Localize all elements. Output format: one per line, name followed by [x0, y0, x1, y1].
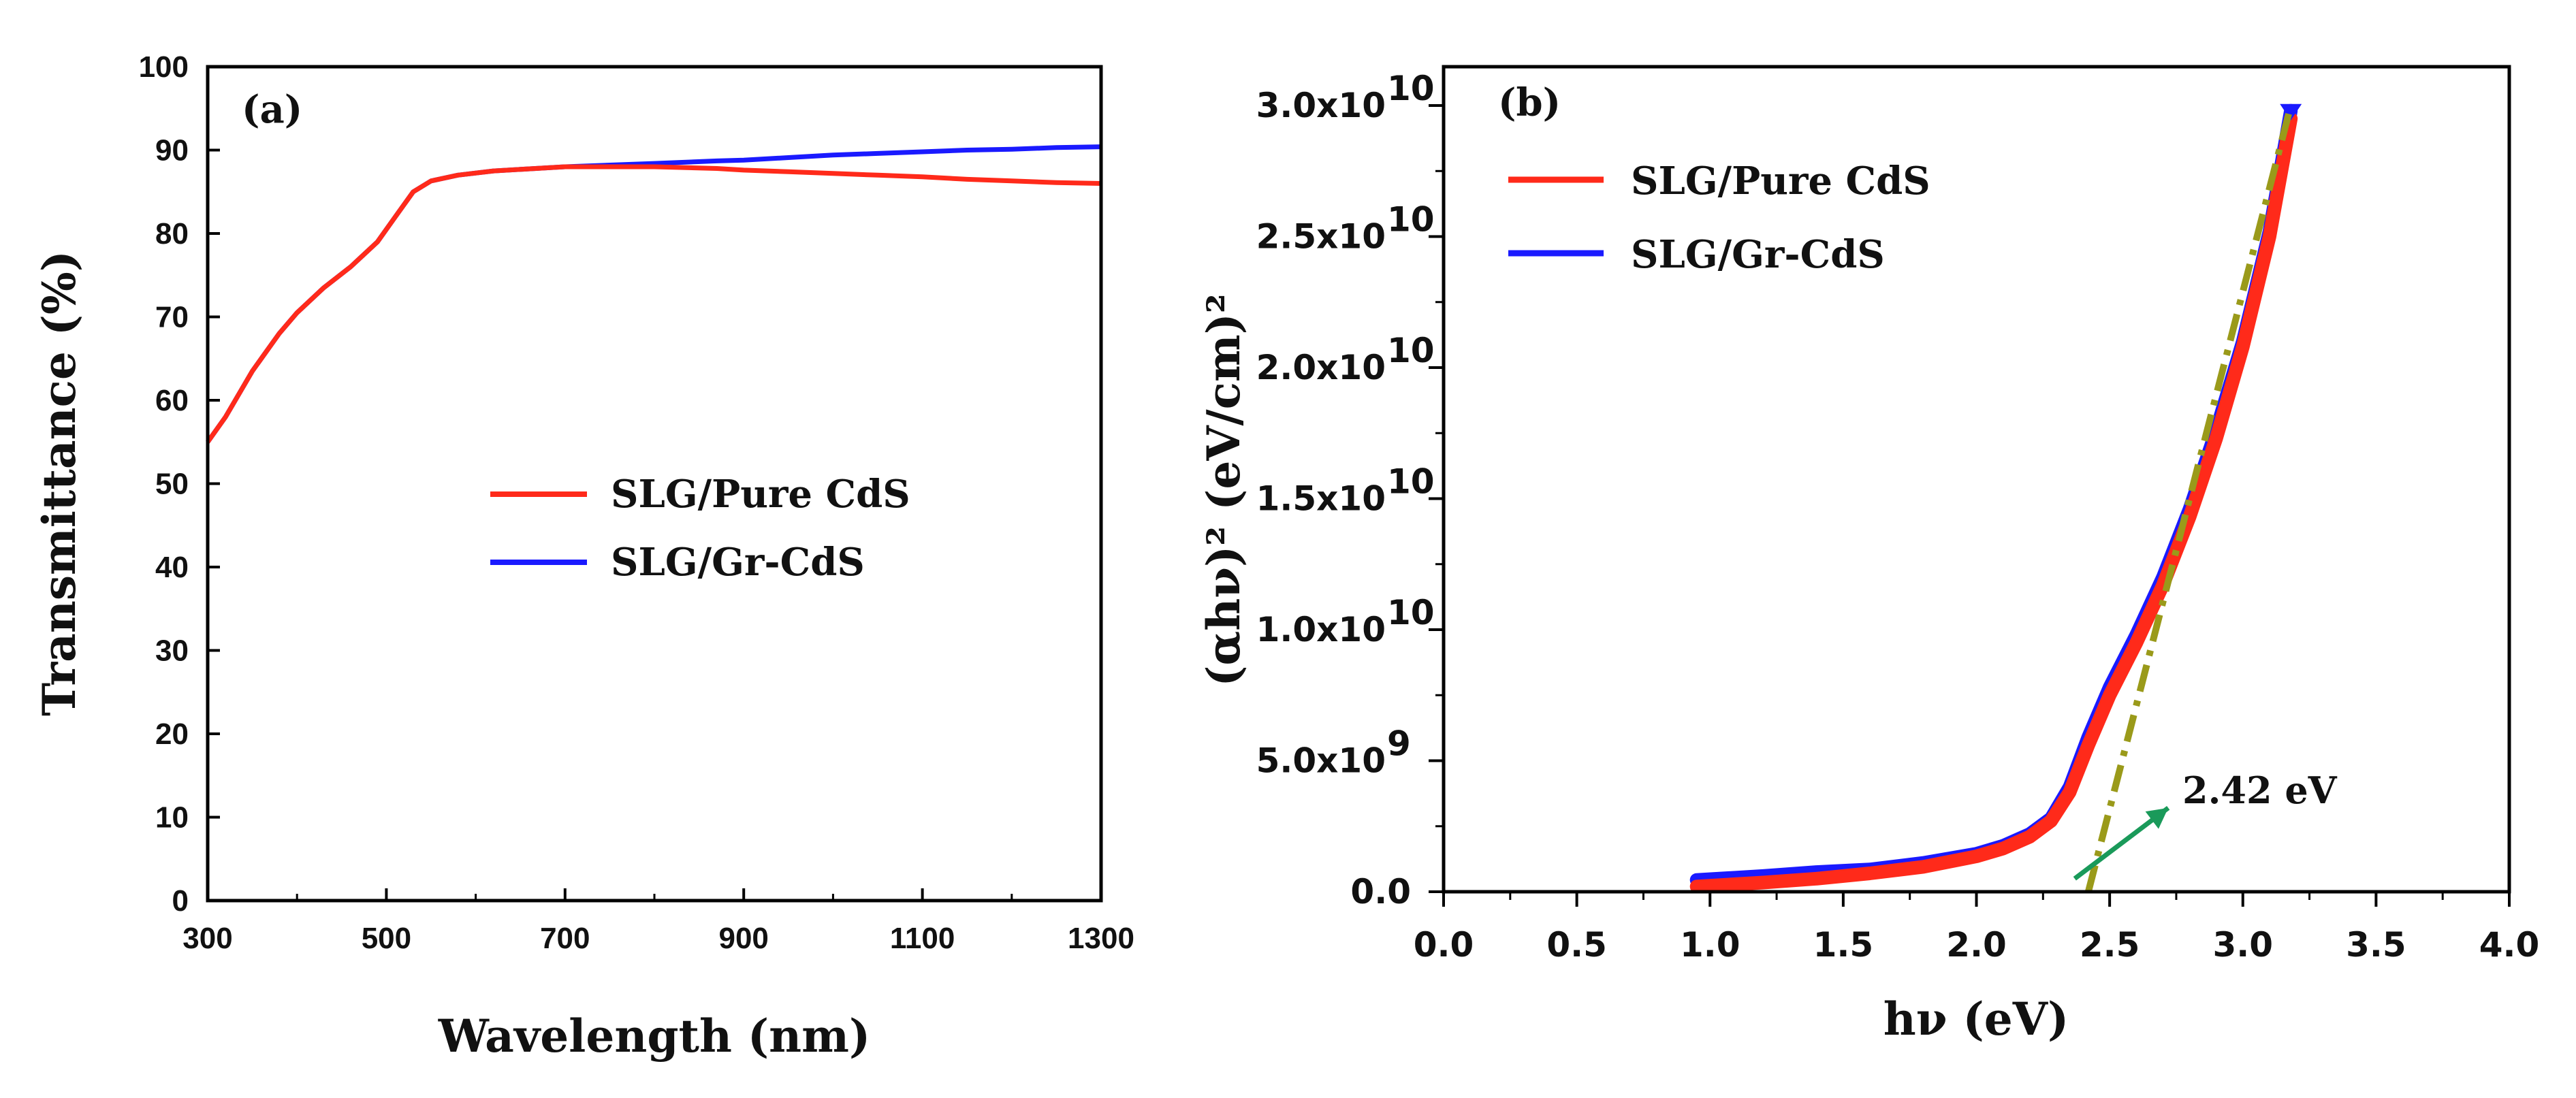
- y-tick-label-a: 80: [155, 217, 189, 251]
- legend-b-label-gr: SLG/Gr-CdS: [1631, 232, 1885, 277]
- x-tick-label-b: 1.0: [1680, 925, 1740, 965]
- legend-a-label-gr: SLG/Gr-CdS: [611, 540, 865, 585]
- y-tick-exponent-b: 10: [1387, 593, 1435, 632]
- y-tick-label-b: 3.0x10: [1256, 86, 1386, 125]
- x-tick-label-b: 4.0: [2479, 925, 2540, 965]
- x-tick-label-b: 2.0: [1946, 925, 2007, 965]
- series-line-gr-cds: [206, 144, 1102, 444]
- x-tick-label-a: 700: [540, 922, 590, 955]
- y-tick-label-a: 60: [155, 384, 189, 417]
- x-tick-label-b: 0.0: [1414, 925, 1474, 965]
- y-tick-label-a: 70: [155, 301, 189, 334]
- panel-a-ticks: 300 500 700 900 1100 1300 0 10 20 30 40 50 60 70 80 90 1…: [139, 50, 1134, 955]
- chart-panel-a: 300 500 700 900 1100 1300 0 10 20 30 40 50 60 70 80 90 1…: [33, 50, 1134, 1063]
- y-tick-label-a: 20: [155, 717, 189, 751]
- x-tick-label-b: 3.0: [2212, 925, 2273, 965]
- panel-b-ticks: 0.0 0.5 1.0 1.5 2.0 2.5 3.0 3.5 4.0 0.0 5.0x10 9 1.0…: [1256, 69, 2540, 965]
- y-tick-label-a: 100: [139, 50, 189, 84]
- panel-a-label: (a): [242, 87, 302, 132]
- y-tick-label-a: 90: [155, 134, 189, 167]
- y-tick-label-a: 0: [172, 884, 189, 918]
- y-tick-label-b: 5.0x10: [1256, 741, 1386, 781]
- y-tick-label-a: 50: [155, 468, 189, 501]
- bandgap-label: 2.42 eV: [2182, 769, 2338, 812]
- y-tick-label-b: 1.0x10: [1256, 610, 1386, 649]
- tauc-fit-line: [2084, 104, 2295, 893]
- bandgap-arrowhead: [2145, 807, 2169, 829]
- panel-b-label: (b): [1498, 80, 1561, 125]
- y-tick-exponent-b: 10: [1387, 462, 1435, 502]
- y-tick-label-b: 1.5x10: [1256, 479, 1386, 519]
- y-tick-exponent-b: 9: [1387, 724, 1411, 764]
- x-tick-label-a: 500: [362, 922, 411, 955]
- legend-a-label-pure: SLG/Pure CdS: [611, 472, 910, 517]
- series-line-pure-cds: [206, 164, 1102, 444]
- y-tick-exponent-b: 10: [1387, 331, 1435, 370]
- y-tick-exponent-b: 10: [1387, 200, 1435, 240]
- y-tick-label-a: 40: [155, 551, 189, 584]
- x-tick-label-b: 2.5: [2080, 925, 2140, 965]
- y-tick-label-a: 30: [155, 634, 189, 668]
- x-tick-label-b: 0.5: [1546, 925, 1607, 965]
- panel-a-xlabel: Wavelength (nm): [438, 1010, 870, 1063]
- y-tick-label-a: 10: [155, 801, 189, 835]
- panel-a-legend: SLG/Pure CdS SLG/Gr-CdS: [490, 472, 910, 585]
- x-tick-label-a: 1300: [1068, 922, 1134, 955]
- panel-b-legend: SLG/Pure CdS SLG/Gr-CdS: [1508, 159, 1930, 277]
- x-tick-label-b: 1.5: [1813, 925, 1874, 965]
- x-tick-label-b: 3.5: [2346, 925, 2406, 965]
- y-tick-label-b: 2.5x10: [1256, 217, 1386, 257]
- series-end-marker: [2280, 103, 2302, 120]
- chart-panel-b: 0.0 0.5 1.0 1.5 2.0 2.5 3.0 3.5 4.0 0.0 5.0x10 9 1.0…: [1197, 65, 2540, 1046]
- panel-a-curves: [206, 144, 1102, 444]
- x-tick-label-a: 1100: [890, 922, 955, 955]
- y-tick-exponent-b: 10: [1387, 69, 1435, 108]
- x-tick-label-a: 900: [718, 922, 768, 955]
- x-tick-label-a: 300: [182, 922, 232, 955]
- y-tick-label-b: 2.0x10: [1256, 348, 1386, 387]
- panel-b-ylabel: (αhν)² (eV/cm)²: [1197, 293, 1250, 687]
- y-tick-label-b: 0.0: [1350, 872, 1411, 911]
- panel-b-frame: [1442, 65, 2511, 894]
- series-line-pure-cds: [1689, 112, 2298, 894]
- panel-b-curves: [1689, 103, 2302, 894]
- panel-a-ylabel: Transmittance (%): [33, 251, 86, 716]
- legend-b-label-pure: SLG/Pure CdS: [1631, 159, 1930, 204]
- panel-b-annotation: 2.42 eV: [2073, 769, 2338, 881]
- panel-b-xlabel: hν (eV): [1883, 992, 2069, 1046]
